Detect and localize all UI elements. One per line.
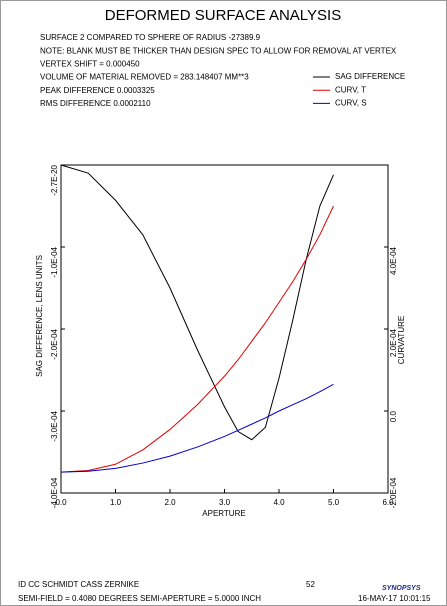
header-line: NOTE: BLANK MUST BE THICKER THAN DESIGN … (40, 46, 397, 55)
footer-text: ID CC SCHMIDT CASS ZERNIKE (18, 580, 139, 589)
y-tick-label: -4.0E-04 (50, 477, 59, 508)
series-line (60, 205, 334, 473)
y2-tick-label: 0.0 (389, 410, 398, 422)
footer-date: 16-MAY-17 10:01:15 (358, 594, 431, 603)
header-line: VOLUME OF MATERIAL REMOVED = 283.148407 … (40, 73, 249, 82)
x-tick-label: 2.0 (164, 498, 176, 507)
y2-tick-label: 2.0E-04 (389, 328, 398, 357)
y-tick-label: -3.0E-04 (50, 410, 59, 441)
header-line: RMS DIFFERENCE 0.0002110 (40, 99, 151, 108)
x-tick-label: 5.0 (328, 498, 340, 507)
x-tick-label: 4.0 (273, 498, 285, 507)
chart-title: DEFORMED SURFACE ANALYSIS (105, 7, 341, 24)
x-tick-label: 1.0 (110, 498, 122, 507)
legend-label: CURV, T (335, 85, 366, 94)
x-axis-label: APERTURE (202, 509, 245, 518)
legend-label: SAG DIFFERENCE (335, 72, 405, 81)
y2-axis-label: CURVATURE (397, 316, 406, 364)
y-tick-label: -2.0E-04 (50, 328, 59, 359)
header-line: PEAK DIFFERENCE 0.0003325 (40, 86, 155, 95)
header-line: SURFACE 2 COMPARED TO SPHERE OF RADIUS -… (40, 33, 261, 42)
x-tick-label: 6.0 (382, 498, 394, 507)
legend-label: CURV, S (335, 99, 367, 108)
y-tick-label: -1.0E-04 (50, 246, 59, 277)
y-axis-label: SAG DIFFERENCE, LENS UNITS (35, 255, 44, 377)
x-tick-label: 0.0 (55, 498, 67, 507)
y2-tick-label: -2.0E-04 (389, 477, 398, 508)
series-line (60, 164, 334, 441)
series-line (60, 383, 334, 473)
header-line: VERTEX SHIFT = 0.000450 (40, 60, 140, 69)
x-tick-label: 3.0 (219, 498, 231, 507)
footer-page: 52 (306, 580, 315, 589)
y2-tick-label: 4.0E-04 (389, 246, 398, 275)
logo: SYNOPSYS (382, 585, 421, 592)
y-tick-label: -2.7E-20 (50, 164, 59, 195)
footer-text: SEMI-FIELD = 0.4080 DEGREES SEMI-APERTUR… (18, 594, 261, 603)
